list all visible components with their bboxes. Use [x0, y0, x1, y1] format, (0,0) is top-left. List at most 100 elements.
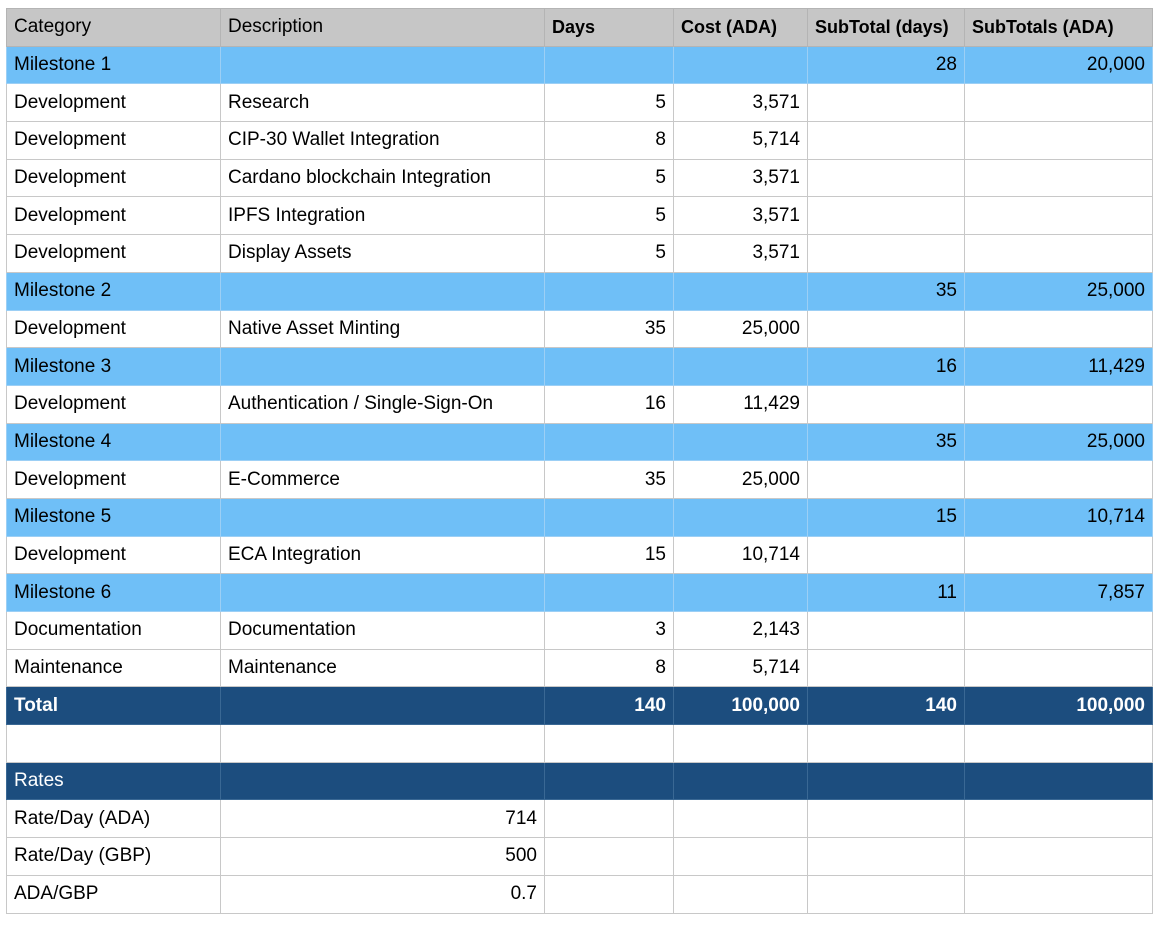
subtotal-days-cell[interactable]	[807, 309, 965, 349]
days-cell[interactable]: 5	[544, 158, 674, 198]
description-cell[interactable]	[220, 573, 545, 612]
rate-label-cell[interactable]: Rate/Day (ADA)	[6, 799, 221, 839]
cell[interactable]	[673, 874, 808, 914]
description-cell[interactable]: Research	[220, 83, 545, 123]
days-cell[interactable]: 3	[544, 611, 674, 650]
subtotal-days-cell[interactable]	[807, 158, 965, 198]
days-cell[interactable]: 5	[544, 83, 674, 123]
category-cell[interactable]: Development	[6, 535, 221, 575]
description-cell[interactable]: Authentication / Single-Sign-On	[220, 384, 545, 424]
cost-cell[interactable]	[673, 573, 808, 612]
subtotal-days-cell[interactable]	[807, 611, 965, 650]
category-cell[interactable]: Maintenance	[6, 648, 221, 688]
subtotal-days-cell[interactable]	[807, 724, 965, 763]
category-cell[interactable]: Development	[6, 196, 221, 236]
header-cell-category[interactable]: Category	[6, 8, 221, 47]
cell[interactable]	[807, 837, 965, 876]
days-cell[interactable]	[544, 761, 674, 801]
cost-cell[interactable]	[673, 724, 808, 763]
subtotal-days-cell[interactable]	[807, 535, 965, 575]
cell[interactable]	[807, 874, 965, 914]
days-cell[interactable]	[544, 271, 674, 311]
cost-cell[interactable]	[673, 761, 808, 801]
subtotal-ada-cell[interactable]	[964, 535, 1153, 575]
cell[interactable]	[673, 799, 808, 839]
subtotal-days-cell[interactable]	[807, 460, 965, 499]
category-cell[interactable]: Total	[6, 686, 221, 726]
cell[interactable]	[807, 799, 965, 839]
cost-cell[interactable]: 25,000	[673, 460, 808, 499]
description-cell[interactable]	[220, 45, 545, 85]
cost-cell[interactable]: 11,429	[673, 384, 808, 424]
subtotal-ada-cell[interactable]	[964, 121, 1153, 160]
subtotal-days-cell[interactable]	[807, 648, 965, 688]
description-cell[interactable]	[220, 422, 545, 462]
description-cell[interactable]: IPFS Integration	[220, 196, 545, 236]
subtotal-days-cell[interactable]	[807, 384, 965, 424]
category-cell[interactable]: Development	[6, 309, 221, 349]
cost-cell[interactable]	[673, 497, 808, 537]
description-cell[interactable]	[220, 271, 545, 311]
days-cell[interactable]: 16	[544, 384, 674, 424]
days-cell[interactable]: 8	[544, 648, 674, 688]
subtotal-days-cell[interactable]: 140	[807, 686, 965, 726]
category-cell[interactable]: Development	[6, 158, 221, 198]
cost-cell[interactable]: 100,000	[673, 686, 808, 726]
days-cell[interactable]: 15	[544, 535, 674, 575]
subtotal-ada-cell[interactable]: 7,857	[964, 573, 1153, 612]
category-cell[interactable]: Documentation	[6, 611, 221, 650]
cell[interactable]	[964, 799, 1153, 839]
cost-cell[interactable]	[673, 271, 808, 311]
cost-cell[interactable]: 5,714	[673, 648, 808, 688]
header-cell-days[interactable]: Days	[544, 8, 674, 47]
cost-cell[interactable]: 5,714	[673, 121, 808, 160]
cell[interactable]	[673, 837, 808, 876]
subtotal-days-cell[interactable]: 15	[807, 497, 965, 537]
rate-value-cell[interactable]: 0.7	[220, 874, 545, 914]
category-cell[interactable]: Milestone 4	[6, 422, 221, 462]
cost-cell[interactable]: 3,571	[673, 196, 808, 236]
days-cell[interactable]	[544, 347, 674, 386]
category-cell[interactable]: Development	[6, 234, 221, 273]
description-cell[interactable]	[220, 497, 545, 537]
cost-cell[interactable]	[673, 422, 808, 462]
subtotal-days-cell[interactable]: 11	[807, 573, 965, 612]
description-cell[interactable]: Documentation	[220, 611, 545, 650]
description-cell[interactable]	[220, 724, 545, 763]
days-cell[interactable]	[544, 573, 674, 612]
category-cell[interactable]: Milestone 6	[6, 573, 221, 612]
days-cell[interactable]: 35	[544, 309, 674, 349]
description-cell[interactable]: Display Assets	[220, 234, 545, 273]
cost-cell[interactable]: 2,143	[673, 611, 808, 650]
subtotal-ada-cell[interactable]	[964, 83, 1153, 123]
subtotal-ada-cell[interactable]	[964, 309, 1153, 349]
rate-value-cell[interactable]: 714	[220, 799, 545, 839]
days-cell[interactable]: 5	[544, 234, 674, 273]
subtotal-ada-cell[interactable]: 20,000	[964, 45, 1153, 85]
subtotal-ada-cell[interactable]: 25,000	[964, 422, 1153, 462]
subtotal-ada-cell[interactable]: 25,000	[964, 271, 1153, 311]
category-cell[interactable]: Rates	[6, 761, 221, 801]
subtotal-ada-cell[interactable]	[964, 196, 1153, 236]
subtotal-ada-cell[interactable]	[964, 648, 1153, 688]
subtotal-days-cell[interactable]	[807, 761, 965, 801]
header-cell-subtotal-days[interactable]: SubTotal (days)	[807, 8, 965, 47]
category-cell[interactable]: Milestone 2	[6, 271, 221, 311]
header-cell-description[interactable]: Description	[220, 8, 545, 47]
subtotal-days-cell[interactable]: 16	[807, 347, 965, 386]
category-cell[interactable]: Development	[6, 121, 221, 160]
description-cell[interactable]: Cardano blockchain Integration	[220, 158, 545, 198]
days-cell[interactable]: 5	[544, 196, 674, 236]
rate-label-cell[interactable]: Rate/Day (GBP)	[6, 837, 221, 876]
subtotal-ada-cell[interactable]: 10,714	[964, 497, 1153, 537]
description-cell[interactable]	[220, 686, 545, 726]
header-cell-subtotal-ada[interactable]: SubTotals (ADA)	[964, 8, 1153, 47]
description-cell[interactable]: ECA Integration	[220, 535, 545, 575]
cost-cell[interactable]: 10,714	[673, 535, 808, 575]
subtotal-days-cell[interactable]	[807, 121, 965, 160]
days-cell[interactable]	[544, 45, 674, 85]
days-cell[interactable]: 140	[544, 686, 674, 726]
subtotal-ada-cell[interactable]	[964, 158, 1153, 198]
cell[interactable]	[544, 874, 674, 914]
subtotal-days-cell[interactable]: 28	[807, 45, 965, 85]
